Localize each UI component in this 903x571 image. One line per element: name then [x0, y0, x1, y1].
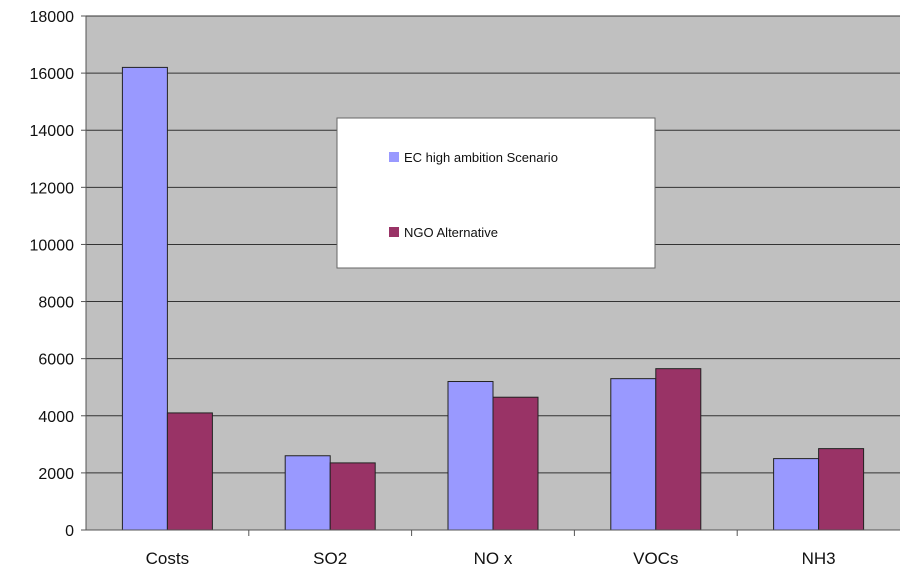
bar-ec-2	[447, 381, 494, 531]
legend-label-ngo: NGO Alternative	[404, 225, 498, 240]
y-tick-label: 0	[65, 523, 74, 540]
bar-ngo-0	[166, 412, 213, 531]
y-tick-label: 12000	[30, 180, 75, 197]
legend: EC high ambition Scenario NGO Alternativ…	[336, 117, 656, 269]
bar-ngo-3	[655, 368, 702, 531]
x-tick-label: Costs	[146, 549, 189, 568]
axes	[85, 16, 900, 531]
legend-swatch-ngo	[389, 227, 399, 237]
y-tick-label: 16000	[30, 66, 75, 83]
y-tick-label: 8000	[38, 295, 74, 312]
y-tick-label: 18000	[30, 9, 75, 26]
bars	[121, 66, 865, 531]
y-tick-label: 14000	[30, 123, 75, 140]
bar-ec-4	[773, 458, 820, 531]
bar-ngo-1	[329, 462, 376, 531]
y-tick-label: 6000	[38, 352, 74, 369]
x-tick-label: NO x	[474, 549, 513, 568]
x-tick-label: SO2	[313, 549, 347, 568]
bar-ec-0	[121, 66, 168, 531]
legend-label-ec: EC high ambition Scenario	[404, 150, 558, 165]
y-tick-labels: 0 2000 4000 6000 8000 10000 12000 14000 16000 180…	[30, 9, 86, 540]
bar-ngo-4	[818, 448, 865, 531]
legend-swatch-ec	[389, 152, 399, 162]
x-tick-label: NH3	[802, 549, 836, 568]
y-tick-label: 2000	[38, 466, 74, 483]
y-tick-label: 10000	[30, 237, 75, 254]
y-tick-label: 4000	[38, 409, 74, 426]
x-tick-labels: Costs SO2 NO x VOCs NH3	[146, 530, 836, 568]
x-tick-label: VOCs	[633, 549, 678, 568]
bar-ec-3	[610, 378, 657, 531]
bar-ngo-2	[492, 396, 539, 531]
legend-box	[336, 117, 656, 269]
bar-ec-1	[284, 455, 331, 531]
